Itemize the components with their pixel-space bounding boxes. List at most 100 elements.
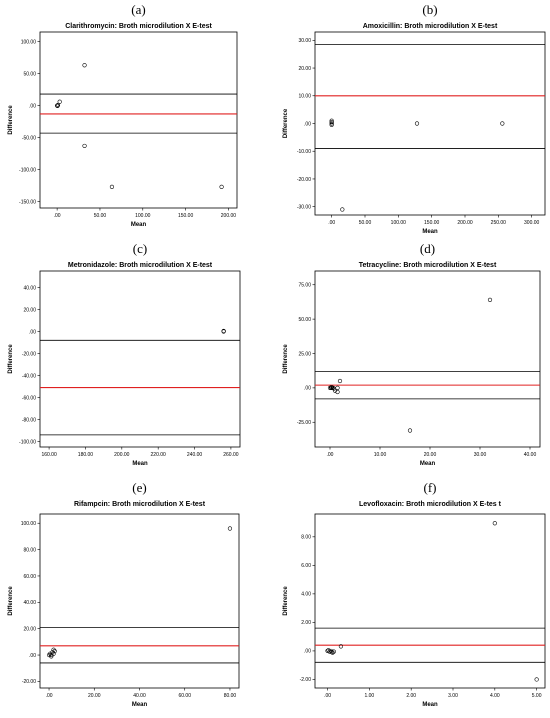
x-axis-label: Mean bbox=[132, 461, 148, 467]
y-tick-label: 30.00 bbox=[298, 38, 311, 44]
x-tick-label: .00 bbox=[46, 693, 53, 699]
x-tick-label: 150.00 bbox=[424, 220, 440, 226]
y-tick-label: -25.00 bbox=[297, 420, 311, 426]
x-tick-label: 20.00 bbox=[424, 452, 437, 458]
y-tick-label: -100.00 bbox=[19, 439, 36, 445]
data-point bbox=[340, 207, 345, 212]
x-tick-label: 5.00 bbox=[532, 693, 542, 699]
panel-letter: (b) bbox=[422, 2, 437, 17]
y-tick-label: -150.00 bbox=[19, 199, 36, 205]
data-point bbox=[332, 388, 338, 393]
chart-svg-1: (b) Amoxicillin: Broth microdilution X E-… bbox=[283, 2, 546, 235]
data-point bbox=[82, 63, 87, 68]
panel-letter: (f) bbox=[424, 480, 437, 495]
y-tick-label: 25.00 bbox=[298, 351, 311, 357]
y-tick-label: 20.00 bbox=[298, 66, 311, 72]
data-point bbox=[330, 650, 335, 655]
y-tick-label: .00 bbox=[29, 103, 36, 109]
data-point bbox=[109, 184, 115, 189]
x-tick-label: 80.00 bbox=[224, 693, 237, 699]
data-point bbox=[57, 99, 62, 104]
data-point bbox=[49, 652, 54, 658]
data-point bbox=[335, 385, 340, 390]
y-tick-label: -50.00 bbox=[22, 135, 36, 141]
y-tick-label: 50.00 bbox=[23, 71, 36, 77]
data-point bbox=[50, 650, 55, 655]
x-tick-label: .00 bbox=[54, 213, 61, 219]
chart-title: Levofloxacin: Broth microdilution X E-te… bbox=[359, 501, 502, 508]
data-point bbox=[219, 184, 224, 189]
data-point bbox=[500, 121, 505, 126]
data-point bbox=[329, 118, 334, 123]
x-tick-label: 180.00 bbox=[78, 452, 94, 458]
data-point bbox=[49, 654, 54, 659]
x-tick-label: 2.00 bbox=[406, 693, 416, 699]
y-tick-label: 20.00 bbox=[23, 307, 36, 313]
data-point bbox=[51, 651, 56, 656]
plot-frame bbox=[39, 270, 241, 448]
x-tick-label: 50.00 bbox=[94, 213, 107, 219]
x-tick-label: 30.00 bbox=[474, 452, 487, 458]
y-axis-label: Difference bbox=[8, 105, 14, 135]
data-point bbox=[337, 378, 343, 384]
panel-letter: (e) bbox=[132, 480, 146, 495]
panel-c: (c) Metronidazole: Broth microdilution X … bbox=[0, 239, 275, 478]
y-tick-label: .00 bbox=[304, 121, 311, 127]
data-point bbox=[329, 122, 334, 127]
data-point bbox=[329, 121, 334, 126]
data-point bbox=[221, 328, 226, 334]
x-tick-label: 4.00 bbox=[490, 693, 500, 699]
data-point bbox=[487, 297, 493, 302]
x-tick-label: 40.00 bbox=[133, 693, 146, 699]
x-tick-label: 100.00 bbox=[135, 213, 151, 219]
y-tick-label: 80.00 bbox=[23, 547, 36, 553]
data-point bbox=[329, 120, 334, 125]
x-axis-label: Mean bbox=[132, 702, 148, 708]
y-axis-label: Difference bbox=[283, 344, 289, 374]
data-point bbox=[82, 143, 87, 149]
x-tick-label: 260.00 bbox=[223, 452, 239, 458]
y-tick-label: -100.00 bbox=[19, 167, 36, 173]
data-point bbox=[326, 648, 331, 653]
x-axis-label: Mean bbox=[131, 222, 147, 228]
data-point bbox=[414, 121, 420, 126]
x-tick-label: 160.00 bbox=[41, 452, 57, 458]
chart-title: Rifampcin: Broth microdilution X E-test bbox=[74, 501, 206, 508]
data-point bbox=[492, 521, 497, 526]
x-tick-label: 100.00 bbox=[391, 220, 407, 226]
plot-frame bbox=[39, 513, 240, 689]
y-tick-label: 8.00 bbox=[301, 535, 311, 541]
x-axis-label: Mean bbox=[422, 702, 438, 708]
y-tick-label: -10.00 bbox=[297, 149, 311, 155]
y-tick-label: 20.00 bbox=[23, 626, 36, 632]
y-tick-label: 100.00 bbox=[21, 521, 37, 527]
x-tick-label: 3.00 bbox=[448, 693, 458, 699]
x-tick-label: 300.00 bbox=[524, 220, 540, 226]
panel-a: (a) Clarithromycin: Broth microdilution X… bbox=[0, 0, 275, 239]
y-tick-label: .00 bbox=[29, 653, 36, 659]
panel-letter: (c) bbox=[133, 241, 147, 256]
data-point bbox=[331, 649, 336, 654]
x-tick-label: 10.00 bbox=[374, 452, 387, 458]
y-tick-label: .00 bbox=[304, 649, 311, 655]
x-tick-label: .00 bbox=[327, 452, 334, 458]
y-tick-label: 100.00 bbox=[21, 39, 37, 45]
x-tick-label: 220.00 bbox=[151, 452, 167, 458]
x-tick-label: 200.00 bbox=[457, 220, 473, 226]
panel-d: (d) Tetracycline: Broth microdilution X E… bbox=[275, 239, 550, 478]
y-tick-label: 10.00 bbox=[298, 94, 311, 100]
y-tick-label: -2.00 bbox=[300, 677, 312, 683]
chart-svg-3: (d) Tetracycline: Broth microdilution X E… bbox=[283, 241, 541, 467]
data-point bbox=[227, 526, 233, 531]
data-point bbox=[338, 644, 344, 649]
x-tick-label: 240.00 bbox=[187, 452, 203, 458]
plot-frame bbox=[314, 270, 541, 448]
data-point bbox=[46, 652, 52, 658]
data-point bbox=[534, 677, 539, 682]
x-axis-label: Mean bbox=[422, 229, 438, 235]
plot-frame bbox=[39, 31, 238, 209]
y-tick-label: -30.00 bbox=[297, 204, 311, 210]
x-tick-label: 60.00 bbox=[178, 693, 191, 699]
chart-svg-4: (e) Rifampcin: Broth microdilution X E-te… bbox=[8, 480, 240, 708]
x-axis-label: Mean bbox=[420, 461, 436, 467]
